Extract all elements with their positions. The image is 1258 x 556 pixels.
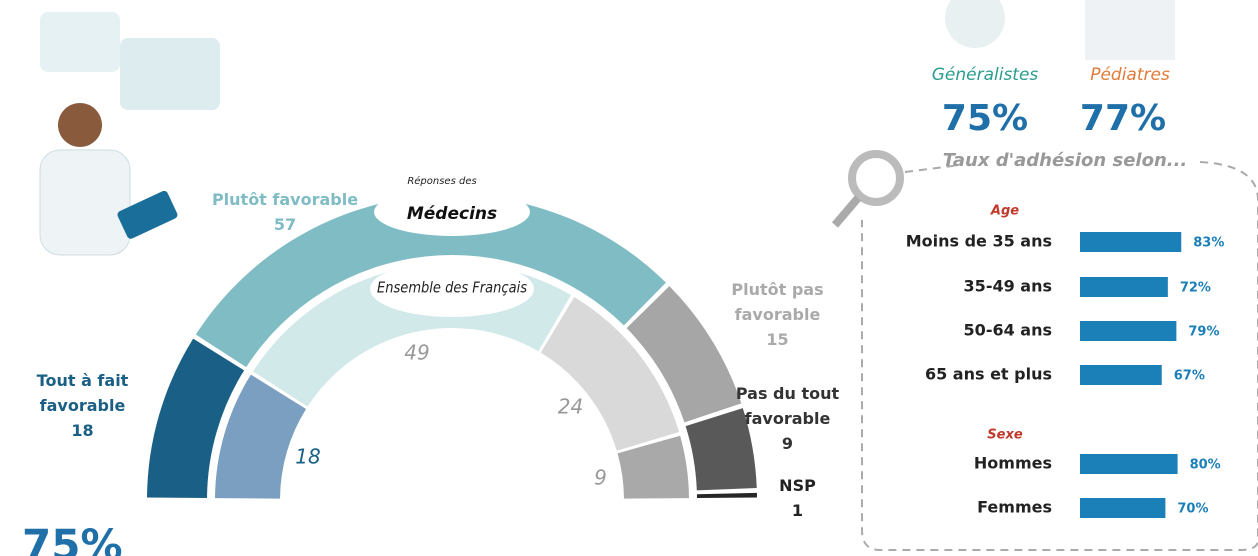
value-label: 24 xyxy=(558,395,583,419)
stat-value: 77% xyxy=(1080,98,1166,139)
magnifier-icon xyxy=(852,154,900,202)
bar xyxy=(1080,232,1181,252)
monitor-icon xyxy=(40,12,120,72)
stat-label: Généralistes xyxy=(932,65,1039,85)
group-label: Sexe xyxy=(987,428,1023,443)
doctor-icon xyxy=(58,103,102,147)
category-label: 35-49 ans xyxy=(964,277,1052,296)
magnifier-icon xyxy=(835,198,858,225)
category-label: Hommes xyxy=(974,454,1052,473)
panel-title: Taux d'adhésion selon... xyxy=(943,150,1188,171)
value-label: 9 xyxy=(594,465,607,489)
panel-border xyxy=(862,162,1258,550)
ring-label: Médecins xyxy=(407,204,497,224)
pediatre-icon xyxy=(1085,0,1175,60)
page: Réponses des Taux d'adhésion selon... Gé… xyxy=(0,0,1258,556)
bar xyxy=(1080,498,1165,518)
stat-value: 75% xyxy=(942,98,1028,139)
chart: Réponses des Taux d'adhésion selon... Gé… xyxy=(0,0,1258,556)
category-label: 50-64 ans xyxy=(964,321,1052,340)
value-label: 18 xyxy=(295,445,320,469)
value-label: 83% xyxy=(1193,236,1224,251)
bar xyxy=(1080,277,1168,297)
ring-label: Ensemble des Français xyxy=(377,279,527,297)
bar xyxy=(1080,454,1178,474)
chart-title: Réponses des xyxy=(407,175,476,187)
value-label: 70% xyxy=(1177,502,1208,517)
arc-segment xyxy=(697,493,757,498)
value-label: 49 xyxy=(404,341,429,365)
category-label: 65 ans et plus xyxy=(925,365,1052,384)
value-label: 80% xyxy=(1190,458,1221,473)
stat-label: Pédiatres xyxy=(1090,65,1170,85)
overall-value: 75% xyxy=(22,521,123,556)
group-label: Age xyxy=(990,204,1019,219)
value-label: 72% xyxy=(1180,281,1211,296)
category-label: Moins de 35 ans xyxy=(906,232,1052,251)
monitor-icon xyxy=(120,38,220,110)
value-label: 67% xyxy=(1174,369,1205,384)
bar xyxy=(1080,321,1176,341)
bar xyxy=(1080,365,1162,385)
value-label: 79% xyxy=(1188,325,1219,340)
doctor-icon xyxy=(945,0,1005,48)
doctor-icon xyxy=(40,150,130,255)
category-label: Femmes xyxy=(977,498,1052,517)
